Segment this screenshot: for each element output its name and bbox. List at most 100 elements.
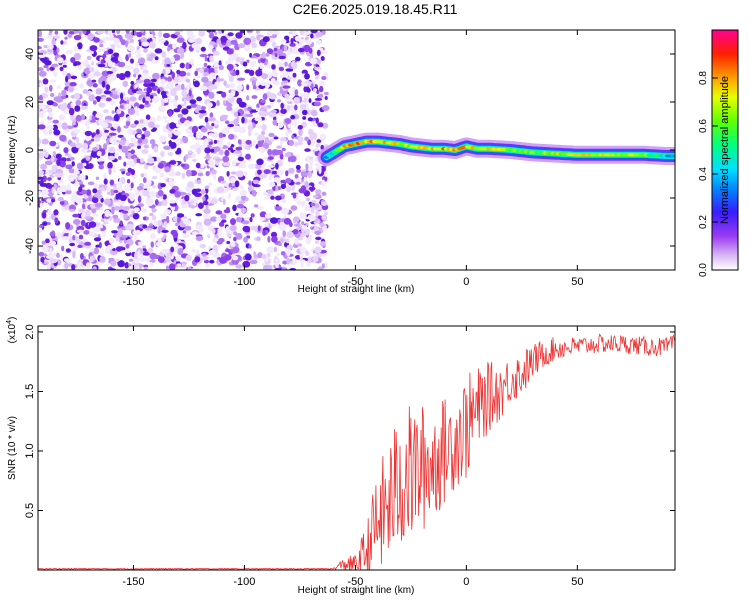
noise-speck — [149, 252, 157, 260]
noise-speck — [225, 84, 230, 89]
noise-speck — [226, 106, 233, 112]
noise-speck — [142, 224, 148, 229]
noise-speck — [38, 164, 41, 168]
noise-speck — [303, 212, 307, 220]
noise-speck — [90, 61, 95, 66]
noise-speck — [46, 100, 54, 106]
noise-speck — [305, 39, 313, 45]
noise-speck — [58, 114, 65, 121]
noise-speck — [158, 105, 166, 113]
noise-speck — [294, 142, 298, 147]
noise-speck — [107, 60, 114, 68]
noise-speck — [307, 204, 311, 211]
noise-speck — [80, 105, 88, 110]
noise-speck — [182, 200, 186, 205]
noise-speck — [43, 45, 49, 49]
noise-speck — [174, 95, 179, 101]
noise-speck — [312, 255, 319, 263]
noise-speck — [206, 30, 212, 33]
noise-speck — [310, 202, 316, 207]
noise-speck — [153, 166, 161, 173]
noise-speck — [55, 172, 63, 178]
noise-speck — [73, 30, 80, 34]
noise-speck — [117, 260, 125, 268]
x-tick-label: -150 — [122, 276, 144, 288]
noise-speck — [81, 203, 86, 210]
noise-speck — [217, 30, 223, 35]
snr-panel: -150 -100 -50 0 50 0.5 1.0 1.5 2.0 Height of st… — [6, 317, 676, 596]
noise-speck — [227, 32, 234, 37]
noise-speck — [138, 124, 145, 129]
noise-speck — [190, 205, 196, 209]
noise-speck — [272, 41, 277, 49]
noise-speck — [257, 140, 264, 148]
noise-speck — [111, 110, 115, 114]
noise-speck — [248, 185, 253, 193]
noise-speck — [188, 89, 192, 97]
noise-speck — [49, 169, 53, 174]
noise-speck — [299, 252, 304, 260]
noise-speck — [223, 182, 229, 187]
noise-speck — [293, 177, 299, 183]
noise-speck — [213, 244, 218, 249]
noise-speck — [242, 225, 251, 233]
noise-speck — [277, 99, 282, 103]
noise-speck — [111, 30, 116, 34]
noise-speck — [154, 56, 159, 61]
noise-speck — [102, 134, 108, 140]
noise-speck — [207, 234, 211, 239]
noise-speck — [281, 199, 287, 203]
noise-speck — [228, 133, 235, 140]
noise-speck — [238, 43, 246, 49]
noise-speck — [168, 140, 172, 146]
noise-speck — [140, 134, 146, 140]
noise-speck — [285, 170, 289, 177]
noise-speck — [135, 53, 142, 59]
noise-speck — [228, 75, 234, 83]
noise-speck — [71, 161, 75, 167]
noise-speck — [202, 139, 209, 147]
noise-speck — [203, 72, 209, 77]
noise-speck — [47, 263, 51, 270]
noise-speck — [279, 153, 284, 160]
noise-speck — [137, 250, 141, 257]
noise-speck — [284, 61, 288, 67]
noise-speck — [216, 100, 220, 107]
noise-speck — [283, 217, 291, 225]
noise-speck — [117, 61, 126, 68]
noise-speck — [210, 198, 218, 205]
noise-speck — [98, 102, 106, 108]
noise-speck — [203, 82, 212, 86]
noise-speck — [291, 86, 296, 93]
noise-speck — [169, 189, 176, 194]
noise-speck — [237, 139, 242, 145]
noise-speck — [53, 129, 61, 136]
noise-speck — [70, 75, 78, 80]
noise-speck — [200, 189, 206, 195]
noise-speck — [291, 134, 295, 139]
noise-speck — [191, 267, 199, 270]
noise-speck — [50, 92, 55, 98]
noise-speck — [210, 148, 215, 153]
noise-speck — [56, 259, 62, 266]
noise-speck — [49, 30, 53, 34]
noise-speck — [235, 69, 240, 76]
noise-speck — [185, 78, 190, 83]
noise-speck — [248, 180, 252, 186]
noise-speck — [134, 49, 141, 54]
noise-speck — [280, 183, 286, 189]
noise-speck — [230, 218, 236, 226]
noise-speck — [156, 115, 162, 121]
noise-speck — [265, 52, 270, 57]
noise-speck — [200, 126, 208, 133]
noise-speck — [207, 105, 211, 112]
noise-speck — [38, 170, 45, 175]
noise-speck — [104, 56, 113, 63]
noise-speck — [69, 82, 77, 87]
noise-speck — [65, 75, 69, 83]
noise-speck — [153, 220, 158, 227]
noise-speck — [144, 100, 149, 105]
noise-speck — [303, 225, 308, 231]
noise-speck — [190, 103, 197, 108]
noise-speck — [43, 246, 49, 250]
